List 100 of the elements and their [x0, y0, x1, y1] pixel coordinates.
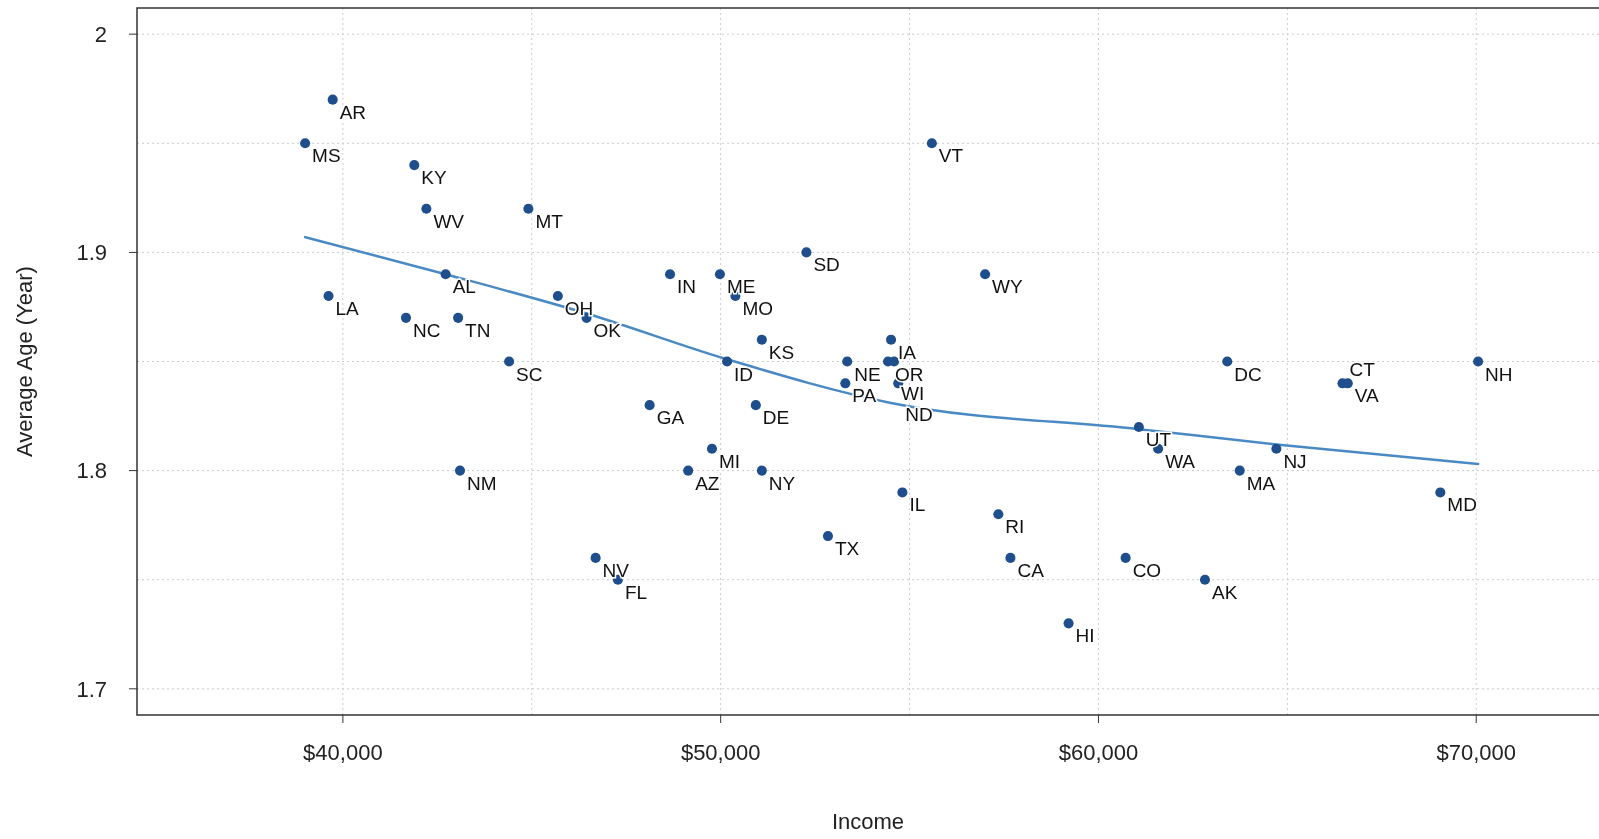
- point: [1005, 552, 1016, 563]
- point: [1435, 487, 1446, 498]
- point: [1199, 574, 1211, 585]
- point: [421, 203, 432, 214]
- annotation: MO: [742, 298, 774, 320]
- annotation: KY: [421, 167, 447, 189]
- point: [323, 291, 334, 302]
- point: [327, 94, 338, 105]
- point: [409, 160, 420, 171]
- annotation: LA: [335, 298, 360, 320]
- point: [1120, 552, 1131, 563]
- annotation: IA: [898, 341, 917, 363]
- point: [453, 312, 464, 323]
- annotation: AL: [452, 276, 476, 298]
- annotation: AK: [1211, 581, 1238, 603]
- x-tick-label: $50,000: [680, 740, 761, 765]
- annotation: AZ: [695, 472, 720, 494]
- annotation: DE: [762, 407, 790, 429]
- point: [840, 378, 851, 389]
- point: [454, 465, 466, 476]
- point: [1234, 465, 1245, 476]
- point: [440, 269, 451, 280]
- x-tick-label: $40,000: [303, 740, 383, 765]
- annotation: MI: [718, 450, 741, 472]
- annotation: MD: [1447, 494, 1477, 516]
- annotation: TN: [465, 319, 491, 341]
- point: [683, 465, 694, 476]
- point: [993, 509, 1004, 520]
- point: [665, 269, 676, 280]
- annotation: AR: [339, 101, 367, 123]
- annotation: NH: [1485, 363, 1513, 385]
- annotation: TX: [834, 538, 860, 560]
- annotation: CA: [1017, 559, 1045, 581]
- point: [1473, 356, 1484, 367]
- point: [897, 487, 908, 498]
- annotation: NC: [412, 319, 441, 341]
- point: [722, 356, 733, 367]
- annotation: NY: [768, 472, 796, 494]
- annotation: UT: [1145, 428, 1172, 450]
- annotation: WA: [1165, 450, 1196, 472]
- point: [842, 356, 853, 367]
- point: [590, 552, 601, 563]
- annotation: DC: [1234, 363, 1262, 385]
- annotation: HI: [1075, 625, 1095, 647]
- point: [756, 334, 767, 345]
- annotation: MS: [312, 145, 341, 167]
- annotation: IL: [909, 494, 926, 516]
- point: [644, 400, 655, 411]
- annotation: NV: [602, 559, 630, 581]
- point: [822, 531, 833, 542]
- annotation: ID: [734, 363, 754, 385]
- y-axis-title: Average Age (Year): [12, 266, 37, 457]
- annotation: WV: [433, 210, 465, 232]
- annotation: CT: [1349, 359, 1376, 381]
- annotation: VT: [938, 145, 964, 167]
- point: [300, 138, 311, 149]
- y-tick-label: 1.9: [76, 240, 107, 266]
- annotation: WY: [992, 276, 1024, 298]
- point: [504, 356, 515, 367]
- annotation: SC: [516, 363, 543, 385]
- annotation: NE: [854, 363, 881, 385]
- y-tick-label: 1.8: [76, 458, 107, 484]
- annotation: IN: [677, 276, 697, 298]
- point: [706, 443, 718, 454]
- point: [523, 203, 534, 214]
- annotation: GA: [656, 407, 685, 429]
- point: [926, 138, 937, 149]
- line-series: [303, 235, 1480, 466]
- y-tick-label: 1.7: [76, 676, 107, 702]
- point: [756, 465, 767, 476]
- annotation: OK: [593, 319, 622, 341]
- point: [889, 356, 900, 367]
- point: [400, 312, 412, 323]
- annotation: FL: [624, 581, 648, 603]
- point: [980, 269, 991, 280]
- y-tick-label: 2: [94, 21, 107, 47]
- annotation: WI: [901, 382, 925, 404]
- point: [552, 291, 563, 302]
- x-tick-label: $70,000: [1436, 740, 1516, 765]
- annotation: ND: [905, 404, 933, 426]
- annotation: KS: [768, 341, 795, 363]
- annotation: CO: [1132, 559, 1162, 581]
- annotation: NM: [467, 472, 497, 494]
- annotation: MA: [1246, 472, 1276, 494]
- annotation: MT: [535, 210, 564, 232]
- annotation: OR: [895, 363, 924, 385]
- annotation: NJ: [1283, 450, 1307, 472]
- point: [1133, 421, 1144, 432]
- annotation: ME: [726, 276, 756, 298]
- point: [714, 269, 725, 280]
- point: [1222, 356, 1233, 367]
- point: [750, 400, 761, 411]
- point: [1063, 618, 1074, 629]
- annotation: SD: [813, 254, 840, 276]
- annotation: RI: [1005, 516, 1025, 538]
- point: [886, 334, 897, 345]
- point: [1271, 443, 1282, 454]
- x-axis-title: Income: [831, 809, 905, 834]
- annotation: VA: [1354, 385, 1380, 407]
- point: [801, 247, 812, 258]
